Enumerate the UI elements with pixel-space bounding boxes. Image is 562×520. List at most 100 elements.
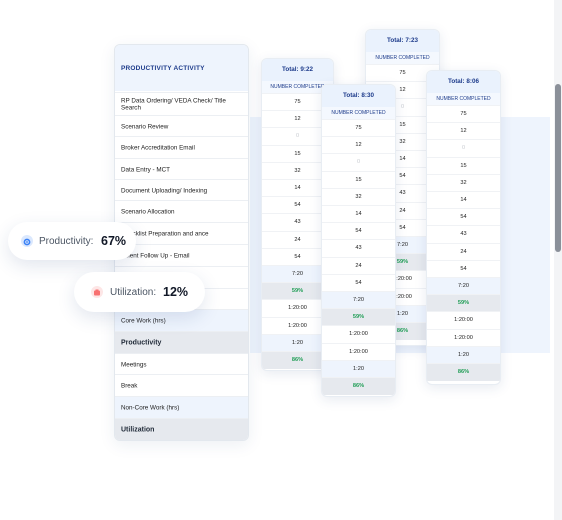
activity-row: RP Data Ordering/ VEDA Check/ Title Sear…	[115, 92, 248, 116]
activity-row: Checklist Preparation and ance	[115, 222, 248, 244]
activity-row-label: Utilization	[121, 426, 155, 434]
box-icon	[91, 286, 103, 298]
column-cell: 86%	[427, 363, 500, 381]
productivity-value: 67%	[101, 234, 127, 248]
column-cell: 1:20	[322, 359, 395, 378]
activity-row: Scenario Allocation	[115, 200, 248, 222]
column-cell: 54	[262, 196, 333, 214]
activity-header: PRODUCTIVITY ACTIVITY	[115, 45, 248, 91]
activity-row-label: Core Work (hrs)	[121, 317, 166, 325]
column-cell: 14	[366, 150, 439, 168]
column-cell: 1:20:00	[322, 342, 395, 361]
column-cell: 54	[322, 273, 395, 292]
activity-header-label: PRODUCTIVITY ACTIVITY	[121, 65, 205, 72]
activity-row: Core Work (hrs)	[115, 309, 248, 332]
column-cell: 12	[322, 136, 395, 154]
column-total: Total: 8:30	[322, 85, 395, 107]
activity-row: Break	[115, 374, 248, 396]
column-cell: 1:20:00	[427, 311, 500, 329]
column-cell: 1:20:00	[427, 328, 500, 347]
column-cell: 86%	[322, 377, 395, 395]
column-cell: 59%	[427, 294, 500, 313]
column-subheader: NUMBER COMPLETED	[427, 93, 500, 105]
column-cell: 14	[322, 205, 395, 223]
column-total: Total: 8:06	[427, 71, 500, 93]
activity-row: Non-Core Work (hrs)	[115, 396, 248, 419]
gear-icon	[21, 235, 33, 247]
column-cell: 12	[262, 110, 333, 128]
activity-table: PRODUCTIVITY ACTIVITY RP Data Ordering/ …	[114, 44, 249, 441]
activity-row-label: Broker Accreditation Email	[121, 143, 195, 151]
column-cell: 86%	[262, 351, 333, 369]
column-subheader: NUMBER COMPLETED	[322, 107, 395, 119]
time-column: Total: 8:30 NUMBER COMPLETED 75 12 0 15 32 14 54…	[321, 84, 396, 397]
column-cell: 43	[366, 184, 439, 202]
column-cell: 54	[366, 218, 439, 237]
column-cell: 59%	[262, 282, 333, 301]
column-cell: 1:20:00	[366, 270, 439, 288]
column-cell: 75	[322, 119, 395, 137]
column-cell: 12	[427, 122, 500, 140]
column-cell: 32	[322, 187, 395, 206]
column-cell: 15	[366, 115, 439, 134]
column-cell: 7:20	[262, 265, 333, 283]
utilization-value: 12%	[163, 285, 189, 299]
column-total: Total: 7:23	[366, 30, 439, 52]
column-cell: 0	[366, 98, 439, 116]
column-cell: 1:20	[427, 345, 500, 364]
column-cell: 32	[427, 173, 500, 192]
time-column: Total: 8:06 NUMBER COMPLETED 75 12 0 15 32 14 54…	[426, 70, 501, 385]
activity-row: Broker Accreditation Email	[115, 136, 248, 158]
column-cell: 54	[366, 167, 439, 185]
column-cell: 7:20	[427, 277, 500, 295]
scrollbar[interactable]	[554, 0, 562, 520]
activity-row: Utilization	[115, 418, 248, 440]
activity-row: ument Follow Up - Email	[115, 244, 248, 266]
column-total: Total: 9:22	[262, 59, 333, 81]
column-cell: 54	[427, 208, 500, 226]
column-cell: 75	[262, 93, 333, 111]
activity-row: Scenario Review	[115, 115, 248, 137]
column-cell: 0	[262, 127, 333, 145]
column-cell: 12	[366, 81, 439, 99]
activity-row: Productivity	[115, 331, 248, 354]
column-cell: 24	[427, 242, 500, 261]
activity-row-label: Data Entry - MCT	[121, 165, 170, 173]
activity-row-label: RP Data Ordering/ VEDA Check/ Title Sear…	[121, 97, 226, 112]
activity-row-label: Checklist Preparation and ance	[121, 229, 209, 237]
column-subheader: NUMBER COMPLETED	[262, 81, 333, 93]
productivity-badge: Productivity: 67%	[8, 222, 136, 260]
column-cell: 32	[366, 132, 439, 151]
column-cell: 54	[427, 259, 500, 278]
column-cell: 0	[427, 139, 500, 157]
column-cell: 32	[262, 161, 333, 180]
column-cell: 75	[366, 64, 439, 82]
activity-row-label: ument Follow Up - Email	[121, 251, 190, 259]
scrollbar-thumb[interactable]	[555, 84, 561, 252]
column-cell: 1:20:00	[366, 287, 439, 306]
column-cell: 14	[427, 191, 500, 209]
activity-row-label: Scenario Allocation	[121, 207, 175, 215]
column-cell: 75	[427, 105, 500, 123]
activity-row: Document Uploading/ Indexing	[115, 179, 248, 201]
column-cell: 15	[322, 170, 395, 189]
utilization-badge: Utilization: 12%	[74, 272, 205, 312]
column-cell: 24	[366, 201, 439, 220]
column-cell: 1:20:00	[262, 299, 333, 317]
column-cell: 1:20:00	[262, 316, 333, 335]
activity-row: Data Entry - MCT	[115, 158, 248, 180]
column-cell: 15	[427, 156, 500, 175]
column-cell: 54	[322, 222, 395, 240]
column-cell: 54	[262, 247, 333, 266]
activity-row-label: Non-Core Work (hrs)	[121, 404, 180, 412]
column-subheader: NUMBER COMPLETED	[366, 52, 439, 64]
column-cell: 14	[262, 179, 333, 197]
column-cell: 43	[322, 239, 395, 257]
column-cell: 0	[322, 153, 395, 171]
activity-row-label: Meetings	[121, 361, 147, 369]
column-cell: 24	[322, 256, 395, 275]
activity-row-label: Document Uploading/ Indexing	[121, 186, 208, 194]
productivity-label: Productivity:	[39, 236, 94, 247]
column-cell: 1:20	[262, 333, 333, 352]
column-cell: 24	[262, 230, 333, 249]
